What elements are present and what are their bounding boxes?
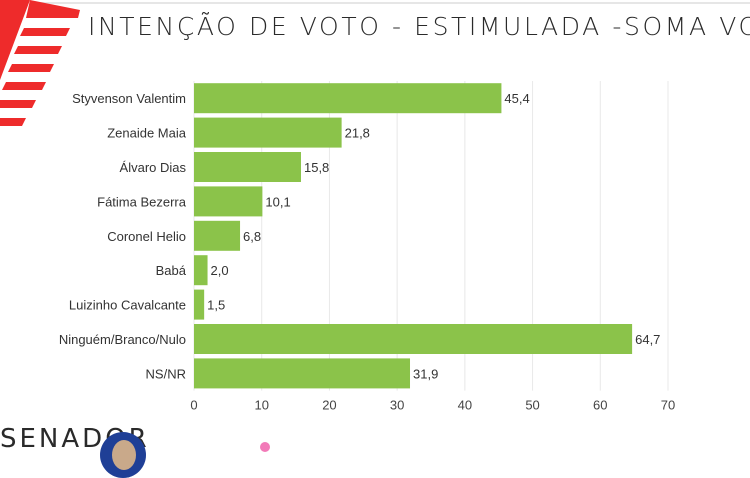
bar: [194, 117, 342, 148]
logo-stripes-icon: [0, 0, 80, 126]
bar: [194, 289, 205, 320]
x-tick-label: 20: [322, 398, 336, 413]
pink-decoration: [260, 442, 270, 452]
bar: [194, 255, 208, 286]
bar: [194, 220, 241, 251]
value-label: 6,8: [243, 229, 261, 244]
value-label: 1,5: [207, 298, 225, 313]
x-tick-label: 30: [390, 398, 404, 413]
bar: [194, 152, 301, 182]
x-tick-label: 70: [661, 398, 675, 413]
value-label: 31,9: [413, 366, 438, 381]
category-label: Álvaro Dias: [120, 160, 187, 175]
category-label: Babá: [156, 263, 187, 278]
candidate-face: [112, 440, 136, 470]
x-tick-label: 40: [458, 398, 472, 413]
x-tick-label: 10: [254, 398, 268, 413]
x-tick-label: 60: [593, 398, 607, 413]
category-label: Styvenson Valentim: [72, 91, 186, 106]
bar-chart: 0 10 20 30 40 50 60 70 Styvenson Valentim 45,4 Zen…: [59, 81, 675, 413]
value-label: 45,4: [504, 91, 529, 106]
bar: [194, 358, 411, 389]
category-label: Ninguém/Branco/Nulo: [59, 332, 186, 347]
value-label: 2,0: [211, 263, 229, 278]
value-label: 21,8: [345, 126, 370, 141]
category-label: Coronel Helio: [107, 229, 186, 244]
category-label: Luizinho Cavalcante: [69, 298, 186, 313]
x-tick-label: 50: [525, 398, 539, 413]
value-label: 10,1: [265, 194, 290, 209]
value-label: 64,7: [635, 332, 660, 347]
category-label: Zenaide Maia: [107, 126, 187, 141]
page-title: INTENÇÃO DE VOTO - ESTIMULADA -SOMA VO: [88, 12, 750, 41]
top-divider: [40, 2, 750, 4]
bar: [194, 324, 633, 354]
category-label: NS/NR: [146, 366, 186, 381]
category-label: Fátima Bezerra: [97, 194, 187, 209]
bar: [194, 186, 263, 217]
value-label: 15,8: [304, 160, 329, 175]
bar: [194, 83, 502, 114]
x-tick-label: 0: [190, 398, 197, 413]
